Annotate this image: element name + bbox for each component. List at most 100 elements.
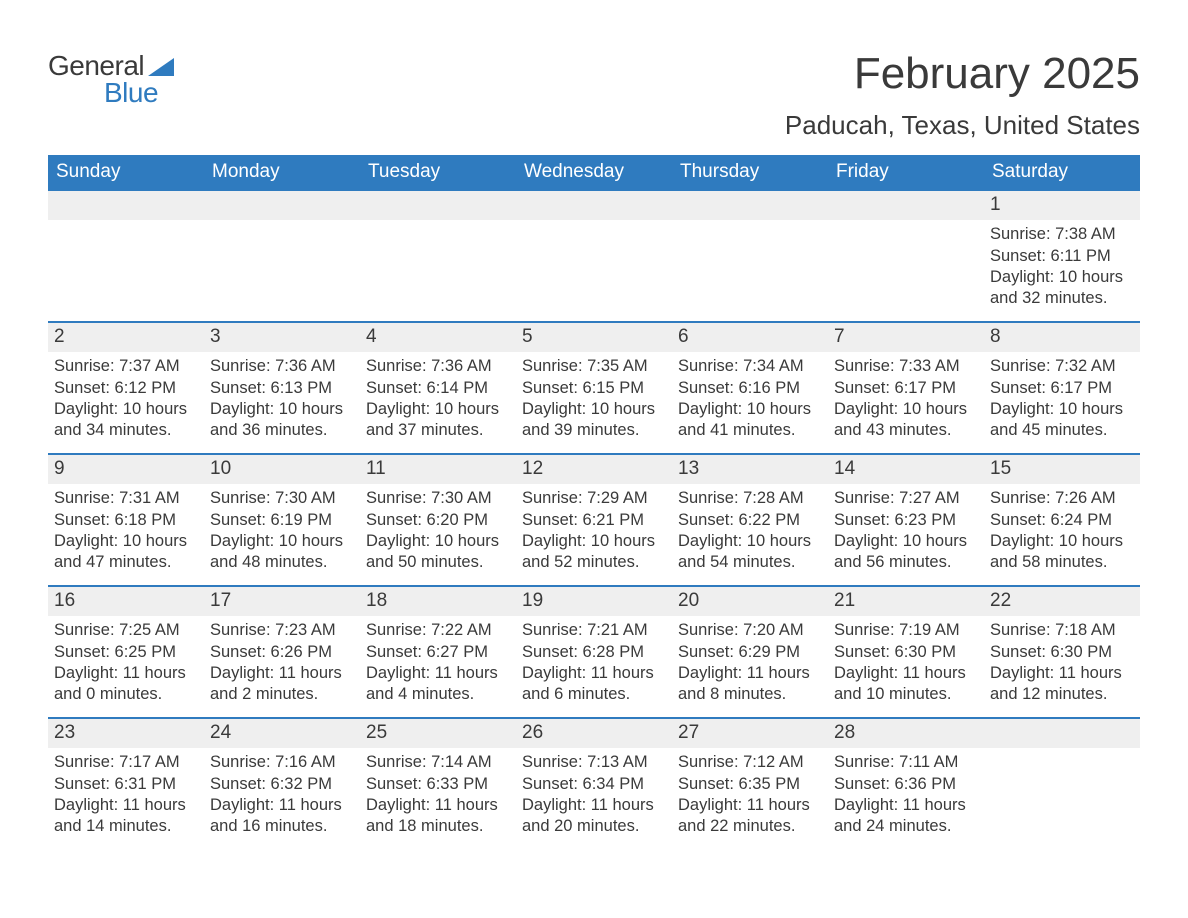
sunrise-text: Sunrise: 7:21 AM	[522, 620, 666, 641]
sunrise-text: Sunrise: 7:27 AM	[834, 488, 978, 509]
sunrise-text: Sunrise: 7:36 AM	[366, 356, 510, 377]
sunset-text: Sunset: 6:13 PM	[210, 378, 354, 399]
month-title: February 2025	[785, 50, 1140, 98]
day-details: Sunrise: 7:36 AMSunset: 6:13 PMDaylight:…	[204, 352, 360, 446]
day-number: 24	[210, 722, 231, 743]
day-number: 25	[366, 722, 387, 743]
day-cell: 22Sunrise: 7:18 AMSunset: 6:30 PMDayligh…	[984, 587, 1140, 717]
day-details: Sunrise: 7:18 AMSunset: 6:30 PMDaylight:…	[984, 616, 1140, 710]
sunrise-text: Sunrise: 7:34 AM	[678, 356, 822, 377]
calendar-week: 0000001Sunrise: 7:38 AMSunset: 6:11 PMDa…	[48, 191, 1140, 321]
day-number-row: 13	[672, 455, 828, 484]
sunset-text: Sunset: 6:30 PM	[834, 642, 978, 663]
day-number-row: 6	[672, 323, 828, 352]
day-cell: 23 Sunrise: 7:17 AMSunset: 6:31 PMDayligh…	[48, 719, 204, 849]
daylight-text: Daylight: 10 hours and 54 minutes.	[678, 531, 822, 573]
weekday-header-row: Sunday Monday Tuesday Wednesday Thursday…	[48, 155, 1140, 191]
day-number-row: 0	[360, 191, 516, 220]
day-details: Sunrise: 7:17 AMSunset: 6:31 PMDaylight:…	[48, 748, 204, 842]
sunset-text: Sunset: 6:24 PM	[990, 510, 1134, 531]
sunrise-text: Sunrise: 7:11 AM	[834, 752, 978, 773]
day-number-row: 19	[516, 587, 672, 616]
day-cell: 16Sunrise: 7:25 AMSunset: 6:25 PMDayligh…	[48, 587, 204, 717]
day-number-row: 12	[516, 455, 672, 484]
day-number-row: 4	[360, 323, 516, 352]
sunset-text: Sunset: 6:34 PM	[522, 774, 666, 795]
daylight-text: Daylight: 11 hours and 12 minutes.	[990, 663, 1134, 705]
day-cell: 8Sunrise: 7:32 AMSunset: 6:17 PMDaylight…	[984, 323, 1140, 453]
sunrise-text: Sunrise: 7:31 AM	[54, 488, 198, 509]
day-number: 6	[678, 326, 689, 347]
day-details: Sunrise: 7:12 AMSunset: 6:35 PMDaylight:…	[672, 748, 828, 842]
day-cell: 9Sunrise: 7:31 AMSunset: 6:18 PMDaylight…	[48, 455, 204, 585]
weeks-container: 0000001Sunrise: 7:38 AMSunset: 6:11 PMDa…	[48, 191, 1140, 849]
day-cell: 0	[672, 191, 828, 321]
day-details	[360, 220, 516, 230]
sunset-text: Sunset: 6:11 PM	[990, 246, 1134, 267]
daylight-text: Daylight: 11 hours and 22 minutes.	[678, 795, 822, 837]
day-details: Sunrise: 7:14 AMSunset: 6:33 PMDaylight:…	[360, 748, 516, 842]
sunset-text: Sunset: 6:29 PM	[678, 642, 822, 663]
day-number: 18	[366, 590, 387, 611]
day-details: Sunrise: 7:13 AMSunset: 6:34 PMDaylight:…	[516, 748, 672, 842]
sunset-text: Sunset: 6:32 PM	[210, 774, 354, 795]
brand-logo: General Blue	[48, 50, 178, 109]
day-details: Sunrise: 7:30 AMSunset: 6:20 PMDaylight:…	[360, 484, 516, 578]
daylight-text: Daylight: 11 hours and 18 minutes.	[366, 795, 510, 837]
day-number: 3	[210, 326, 221, 347]
calendar-week: 2 Sunrise: 7:37 AMSunset: 6:12 PM Daylight…	[48, 321, 1140, 453]
day-cell: 20Sunrise: 7:20 AMSunset: 6:29 PMDayligh…	[672, 587, 828, 717]
day-cell: 26 Sunrise: 7:13 AMSunset: 6:34 PMDayligh…	[516, 719, 672, 849]
day-number: 26	[522, 722, 543, 743]
daylight-text: Daylight: 10 hours and 52 minutes.	[522, 531, 666, 573]
day-number: 23	[54, 722, 75, 743]
calendar-week: 23 Sunrise: 7:17 AMSunset: 6:31 PMDayligh…	[48, 717, 1140, 849]
day-number: 1	[990, 194, 1001, 215]
day-number-row: 7	[828, 323, 984, 352]
title-block: February 2025 Paducah, Texas, United Sta…	[785, 50, 1140, 141]
day-number: 12	[522, 458, 543, 479]
sunrise-text: Sunrise: 7:13 AM	[522, 752, 666, 773]
day-details: Sunrise: 7:20 AMSunset: 6:29 PMDaylight:…	[672, 616, 828, 710]
day-number-row: 2	[48, 323, 204, 352]
sunset-text: Sunset: 6:12 PM	[54, 378, 198, 399]
daylight-text: Daylight: 11 hours and 16 minutes.	[210, 795, 354, 837]
weekday-header: Monday	[204, 155, 360, 191]
day-cell: 21Sunrise: 7:19 AMSunset: 6:30 PMDayligh…	[828, 587, 984, 717]
day-cell: 3 Sunrise: 7:36 AMSunset: 6:13 PMDaylight…	[204, 323, 360, 453]
day-number: 14	[834, 458, 855, 479]
sunrise-text: Sunrise: 7:37 AM	[54, 356, 198, 377]
day-number-row: 15	[984, 455, 1140, 484]
day-number-row: 23	[48, 719, 204, 748]
day-number: 19	[522, 590, 543, 611]
weekday-header: Sunday	[48, 155, 204, 191]
day-details	[516, 220, 672, 230]
day-details: Sunrise: 7:25 AMSunset: 6:25 PMDaylight:…	[48, 616, 204, 710]
day-details: Sunrise: 7:38 AMSunset: 6:11 PMDaylight:…	[984, 220, 1140, 314]
day-number-row: 0	[48, 191, 204, 220]
day-details: Sunrise: 7:23 AMSunset: 6:26 PMDaylight:…	[204, 616, 360, 710]
day-details: Sunrise: 7:36 AMSunset: 6:14 PMDaylight:…	[360, 352, 516, 446]
daylight-text: Daylight: 11 hours and 20 minutes.	[522, 795, 666, 837]
sunrise-text: Sunrise: 7:38 AM	[990, 224, 1134, 245]
day-cell: 0	[48, 191, 204, 321]
day-details: Sunrise: 7:27 AMSunset: 6:23 PMDaylight:…	[828, 484, 984, 578]
day-number-row: 26	[516, 719, 672, 748]
sunset-text: Sunset: 6:36 PM	[834, 774, 978, 795]
day-details: Sunrise: 7:30 AMSunset: 6:19 PMDaylight:…	[204, 484, 360, 578]
day-cell: 12Sunrise: 7:29 AMSunset: 6:21 PMDayligh…	[516, 455, 672, 585]
day-cell: 11 Sunrise: 7:30 AMSunset: 6:20 PMDayligh…	[360, 455, 516, 585]
day-number-row: 28	[828, 719, 984, 748]
day-number-row: 24	[204, 719, 360, 748]
day-number-row: 0	[984, 719, 1140, 748]
sunrise-text: Sunrise: 7:28 AM	[678, 488, 822, 509]
day-number-row: 18	[360, 587, 516, 616]
day-cell: 0	[204, 191, 360, 321]
daylight-text: Daylight: 11 hours and 0 minutes.	[54, 663, 198, 705]
day-cell: 0	[828, 191, 984, 321]
daylight-text: Daylight: 10 hours and 32 minutes.	[990, 267, 1134, 309]
daylight-text: Daylight: 10 hours and 37 minutes.	[366, 399, 510, 441]
sunset-text: Sunset: 6:31 PM	[54, 774, 198, 795]
daylight-text: Daylight: 10 hours and 43 minutes.	[834, 399, 978, 441]
day-number: 11	[366, 458, 386, 479]
